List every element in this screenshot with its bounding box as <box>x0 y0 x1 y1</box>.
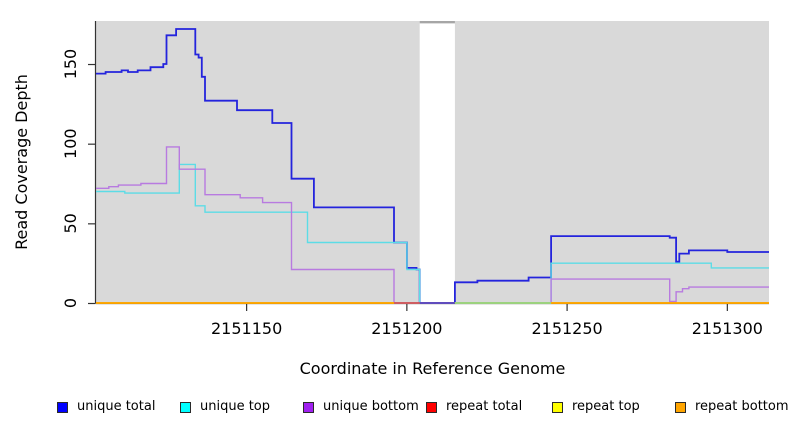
x-tick-label: 2151300 <box>692 319 763 338</box>
coverage-chart: 2151150 2151200 2151250 2151300 0 50 100 150 Coo… <box>12 21 769 378</box>
legend-label: unique total <box>77 399 156 414</box>
legend-swatch <box>303 401 314 413</box>
legend-item-unique-top: unique top <box>180 399 270 415</box>
legend-label: unique top <box>200 399 271 414</box>
legend-label: repeat top <box>572 399 640 414</box>
y-tick-label: 150 <box>61 49 80 80</box>
y-tick-label: 50 <box>61 213 80 233</box>
legend-swatch <box>180 401 191 413</box>
x-axis-title: Coordinate in Reference Genome <box>300 359 566 378</box>
series-line-unique-bottom <box>96 146 769 304</box>
legend-item-repeat-total: repeat total <box>426 399 522 415</box>
legend-item-unique-total: unique total <box>57 399 155 415</box>
x-tick-label: 2151150 <box>211 319 282 338</box>
legend-label: repeat total <box>446 399 523 414</box>
x-tick-label: 2151200 <box>371 319 442 338</box>
legend-label: unique bottom <box>323 399 419 414</box>
legend-item-repeat-bottom: repeat bottom <box>675 399 789 415</box>
y-axis-title: Read Coverage Depth <box>12 74 31 250</box>
y-tick-label: 0 <box>61 298 80 308</box>
legend-item-repeat-top: repeat top <box>552 399 640 415</box>
legend-label: repeat bottom <box>695 399 789 414</box>
series-line-unique-total <box>96 28 769 304</box>
legend-swatch <box>552 401 563 413</box>
y-tick-label: 100 <box>61 128 80 159</box>
legend-item-unique-bottom: unique bottom <box>303 399 419 415</box>
legend-swatch <box>675 401 686 413</box>
legend-swatch <box>426 401 437 413</box>
legend-swatch <box>57 401 68 413</box>
x-tick-label: 2151250 <box>531 319 602 338</box>
series-line-unique-top <box>96 163 769 304</box>
no-data-gap <box>419 21 455 303</box>
